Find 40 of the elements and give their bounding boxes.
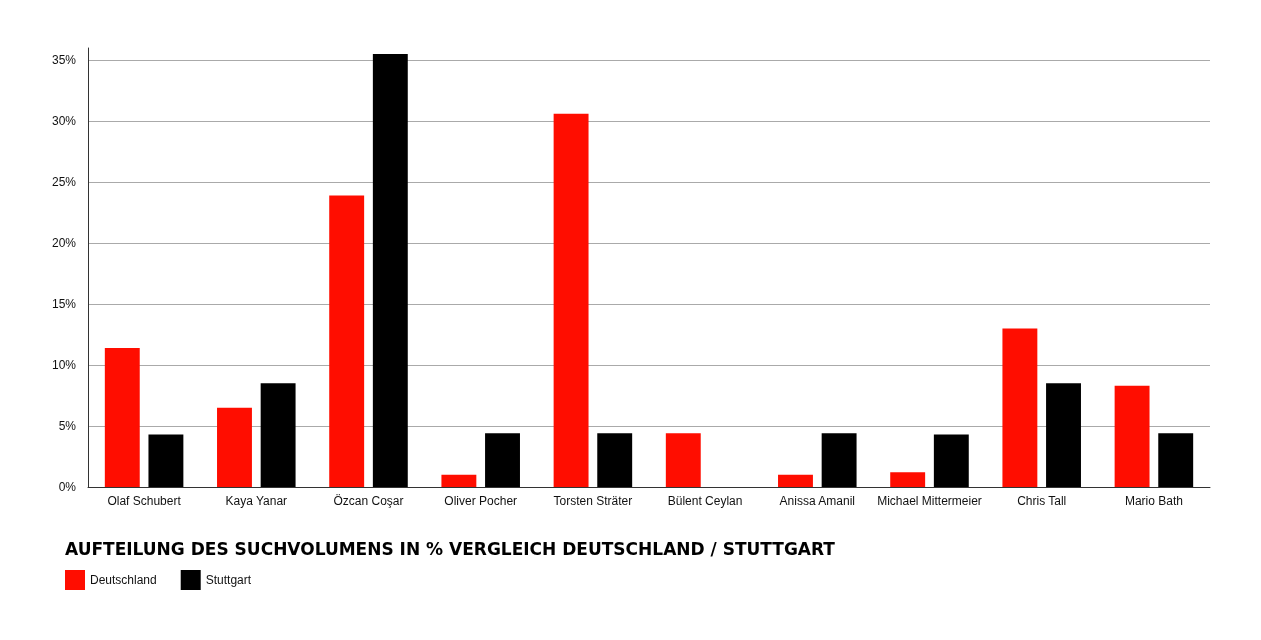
bar: [1046, 383, 1081, 487]
y-tick-label: 5%: [58, 419, 77, 434]
bar: [372, 54, 408, 487]
text: AUFTEILUNG DES SUCHVOLUMENS IN % VERGLEICH DEUTSCHLAND / STUTTGART: [65, 538, 836, 559]
x-tick-label: Anissa Amanil: [779, 494, 855, 508]
y-tick-label: 20%: [51, 236, 77, 251]
bar: [778, 474, 813, 487]
y-tick-label: 15%: [51, 297, 77, 312]
bar: [1002, 328, 1038, 487]
bar: [148, 434, 184, 487]
y-tick-label: 25%: [51, 175, 77, 190]
x-tick-label: Özcan Coşar: [333, 494, 404, 508]
x-tick-label: Torsten Sträter: [553, 494, 633, 508]
y-tick-label: 35%: [51, 53, 77, 68]
y-tick-label: 10%: [51, 358, 77, 373]
x-tick-label: Mario Bath: [1124, 494, 1183, 508]
bar: [553, 113, 589, 487]
bar: [260, 383, 296, 487]
x-tick-label: Kaya Yanar: [225, 494, 288, 508]
x-tick-label: Bülent Ceylan: [667, 494, 743, 508]
x-tick-label: Michael Mittermeier: [877, 494, 982, 508]
bar: [597, 433, 633, 487]
bar: [821, 433, 857, 487]
y-tick-label: 0%: [58, 480, 77, 494]
x-tick-label: Chris Tall: [1017, 494, 1067, 508]
legend-label: Stuttgart: [205, 573, 252, 587]
bar: [329, 195, 365, 487]
bar: [1158, 433, 1194, 487]
x-tick-label: Olaf Schubert: [107, 494, 182, 508]
y-tick-label: 30%: [51, 114, 77, 129]
legend-label: Deutschland: [90, 573, 157, 587]
bar: [1114, 385, 1150, 487]
x-tick-label: Oliver Pocher: [444, 494, 518, 508]
bar: [665, 433, 701, 487]
bar: [933, 434, 969, 487]
bar: [217, 407, 252, 487]
bar: [441, 474, 477, 487]
bar: [890, 472, 926, 487]
bar: [104, 347, 140, 487]
bar: [485, 433, 520, 487]
